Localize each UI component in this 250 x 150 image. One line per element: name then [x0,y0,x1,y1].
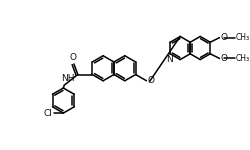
Text: NH: NH [61,74,74,83]
Text: O: O [70,52,76,62]
Text: CH₃: CH₃ [236,33,250,42]
Text: Cl: Cl [44,109,53,118]
Text: O: O [220,54,228,63]
Text: N: N [166,55,172,64]
Text: O: O [220,33,228,42]
Text: O: O [148,76,155,85]
Text: CH₃: CH₃ [236,54,250,63]
